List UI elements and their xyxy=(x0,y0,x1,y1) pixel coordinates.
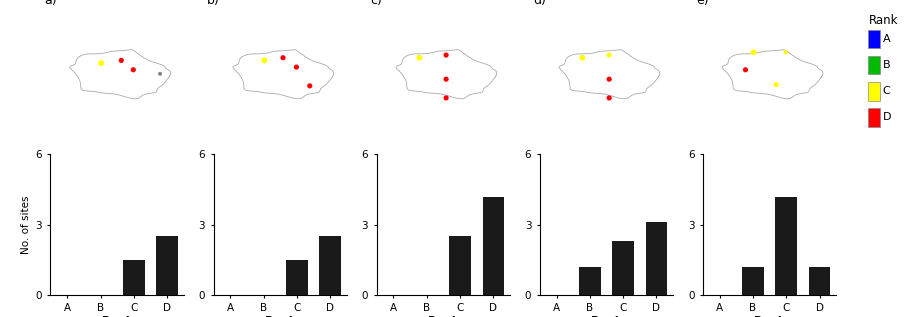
Bar xyxy=(286,260,308,295)
Point xyxy=(276,55,291,60)
Text: b): b) xyxy=(207,0,219,7)
Point xyxy=(303,83,317,88)
FancyBboxPatch shape xyxy=(867,108,879,127)
Text: A: A xyxy=(883,34,890,44)
Bar xyxy=(579,267,601,295)
Point xyxy=(602,77,616,82)
Bar xyxy=(613,241,634,295)
Text: c): c) xyxy=(370,0,381,7)
Point xyxy=(779,50,793,55)
Text: B: B xyxy=(883,60,890,70)
Point xyxy=(114,58,128,63)
X-axis label: Rank: Rank xyxy=(754,316,785,317)
Text: a): a) xyxy=(44,0,56,7)
Point xyxy=(94,61,108,66)
Bar xyxy=(319,236,341,295)
Point xyxy=(602,95,616,100)
Bar xyxy=(776,197,797,295)
Point xyxy=(746,50,761,55)
Point xyxy=(412,55,426,60)
Bar xyxy=(123,260,145,295)
Bar xyxy=(742,267,764,295)
Point xyxy=(438,77,453,82)
Point xyxy=(575,55,590,60)
Bar xyxy=(449,236,471,295)
Text: Rank: Rank xyxy=(868,14,899,27)
X-axis label: Rank: Rank xyxy=(102,316,133,317)
Text: d): d) xyxy=(533,0,546,7)
Point xyxy=(257,58,271,63)
Point xyxy=(738,67,753,72)
Bar xyxy=(482,197,504,295)
Point xyxy=(126,67,140,72)
Point xyxy=(602,53,616,58)
FancyBboxPatch shape xyxy=(867,82,879,100)
FancyBboxPatch shape xyxy=(867,56,879,74)
X-axis label: Rank: Rank xyxy=(591,316,622,317)
Bar xyxy=(646,222,668,295)
X-axis label: Rank: Rank xyxy=(265,316,296,317)
X-axis label: Rank: Rank xyxy=(428,316,459,317)
Text: C: C xyxy=(883,86,890,96)
Point xyxy=(438,95,453,100)
Y-axis label: No. of sites: No. of sites xyxy=(21,195,31,254)
FancyBboxPatch shape xyxy=(867,29,879,49)
Text: e): e) xyxy=(696,0,709,7)
Bar xyxy=(809,267,830,295)
Text: D: D xyxy=(883,112,891,122)
Point xyxy=(153,71,168,76)
Point xyxy=(769,82,784,87)
Point xyxy=(289,65,304,70)
Point xyxy=(438,53,453,58)
Bar xyxy=(157,236,178,295)
